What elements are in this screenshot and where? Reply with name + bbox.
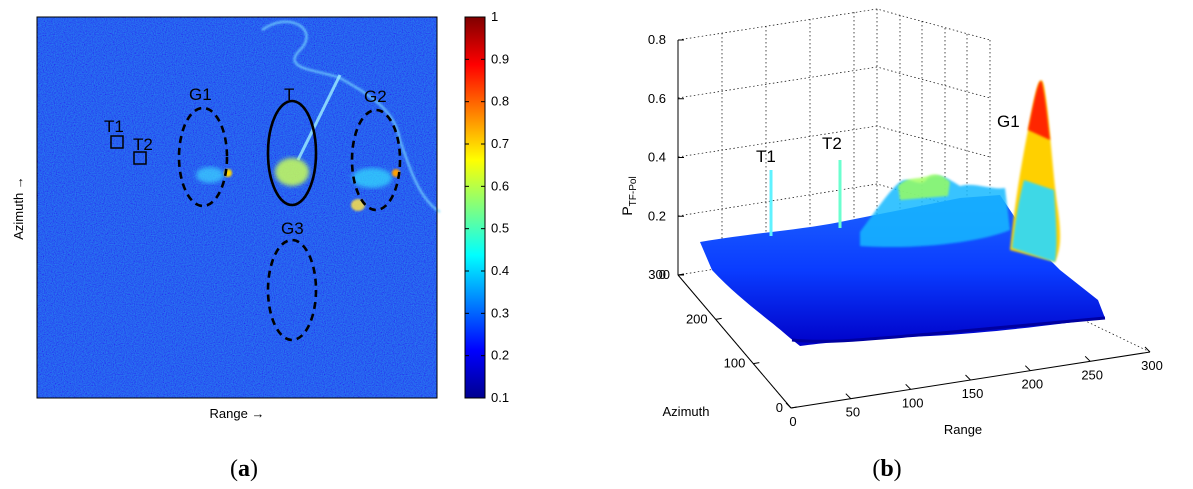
x-tick xyxy=(785,402,792,409)
surface-panel: 0 0.2 0.4 0.6 0.8 0 100 200 300 0 50 100 150 200 250… xyxy=(619,8,1163,437)
colorbar-tick-label: 0.2 xyxy=(491,348,509,363)
x-tick xyxy=(1144,346,1151,353)
colorbar: 0.1 0.2 0.3 0.4 0.5 0.6 0.7 0.8 0.9 1 xyxy=(464,9,509,405)
heatmap-ylabel: Azimuth → xyxy=(11,176,26,240)
ellipse-t xyxy=(266,99,318,207)
ellipse-g1 xyxy=(177,106,229,208)
y-tick xyxy=(790,406,798,409)
x-tick-label: 0 xyxy=(789,414,796,429)
square-t1 xyxy=(110,135,124,149)
surface-base xyxy=(700,195,1105,346)
surface-g1-peak-top xyxy=(1028,80,1050,140)
colorbar-tick-label: 0.9 xyxy=(491,51,509,66)
x-tick xyxy=(965,374,971,381)
ellipse-g3 xyxy=(266,238,318,342)
z-tick-label: 0.8 xyxy=(648,32,666,47)
colorbar-tick-label: 0.1 xyxy=(491,390,509,405)
ellipse-g2 xyxy=(350,108,402,212)
heatmap-xlabel: Range → xyxy=(210,406,265,421)
heatmap-speckle xyxy=(37,17,437,398)
surface-ylabel: Azimuth xyxy=(663,404,710,419)
y-tick-label: 0 xyxy=(776,400,783,415)
y-tick xyxy=(715,317,722,320)
y-tick-label: 200 xyxy=(686,311,708,326)
y-tick-label: 300 xyxy=(648,267,670,282)
z-tick-label: 0.2 xyxy=(648,208,666,223)
caption-b-letter: b xyxy=(880,456,893,482)
square-t2 xyxy=(133,151,147,165)
x-tick-label: 300 xyxy=(1141,358,1163,373)
x-tick-label: 50 xyxy=(846,405,860,420)
caption-b: (b) xyxy=(872,456,901,482)
heatmap-panel: G1 T G2 G3 T1 T2 Range → Azimuth → xyxy=(11,16,441,421)
colorbar-tick-label: 0.7 xyxy=(491,136,509,151)
colorbar-tick-label: 1 xyxy=(491,9,498,24)
road-feature xyxy=(296,74,342,161)
surface-xlabel: Range xyxy=(944,422,982,437)
x-tick xyxy=(905,383,912,390)
colorbar-tick-label: 0.8 xyxy=(491,94,509,109)
surface-midbump-top xyxy=(898,174,950,200)
z-tick-label: 0 xyxy=(659,267,666,282)
y-axis-ticks: 0 100 200 300 xyxy=(648,267,798,415)
caption-a-letter: a xyxy=(238,456,250,482)
x-tick-label: 100 xyxy=(902,395,924,410)
label-g2: G2 xyxy=(364,87,387,106)
label-t1: T1 xyxy=(104,117,124,136)
g2-bright xyxy=(352,168,392,188)
heatmap-frame xyxy=(36,16,438,399)
peak-label-g1: G1 xyxy=(997,112,1020,131)
label-t: T xyxy=(284,85,294,104)
z-tick-label: 0.4 xyxy=(648,150,666,165)
surface-front-edge xyxy=(791,316,1106,343)
surface-body xyxy=(700,80,1106,346)
z-tick-label: 0.6 xyxy=(648,91,666,106)
label-g1: G1 xyxy=(189,85,212,104)
surface-zlabel: PTF-Pol xyxy=(619,176,639,215)
colorbar-tick-label: 0.5 xyxy=(491,221,509,236)
x-tick-label: 150 xyxy=(962,386,984,401)
x-tick xyxy=(1024,365,1031,372)
z-axis-ticks: 0 0.2 0.4 0.6 0.8 xyxy=(648,32,684,282)
y-tick xyxy=(677,273,685,276)
peak-label-t1: T1 xyxy=(756,147,776,166)
peak-label-t2: T2 xyxy=(822,134,842,153)
colorbar-tick-label: 0.6 xyxy=(491,178,509,193)
surface-midbump xyxy=(860,175,1010,248)
colorbar-gradient xyxy=(464,16,486,399)
colorbar-tick-label: 0.4 xyxy=(491,263,509,278)
heatmap-annotations: G1 T G2 G3 T1 T2 xyxy=(104,85,402,342)
y-tick xyxy=(753,362,760,365)
surface-zlabel-main: P xyxy=(619,206,635,215)
label-t2: T2 xyxy=(133,135,153,154)
label-g3: G3 xyxy=(281,219,304,238)
target-t-bright xyxy=(275,158,309,186)
surface-zlabel-sub: TF-Pol xyxy=(628,176,639,206)
caption-a: (a) xyxy=(230,456,258,482)
x-axis-ticks: 0 50 100 150 200 250 300 xyxy=(785,346,1163,429)
surface-g1-peak-body xyxy=(1012,180,1057,262)
x-tick xyxy=(845,393,852,400)
colorbar-ticks: 0.1 0.2 0.3 0.4 0.5 0.6 0.7 0.8 0.9 1 xyxy=(465,9,509,405)
x-tick-label: 250 xyxy=(1081,367,1103,382)
surface-grid xyxy=(677,8,991,276)
x-tick xyxy=(1084,355,1091,362)
colorbar-tick-label: 0.3 xyxy=(491,305,509,320)
x-tick-label: 200 xyxy=(1021,377,1043,392)
y-tick-label: 100 xyxy=(724,356,746,371)
heatmap-features xyxy=(40,20,441,213)
g1-bright xyxy=(196,167,224,183)
